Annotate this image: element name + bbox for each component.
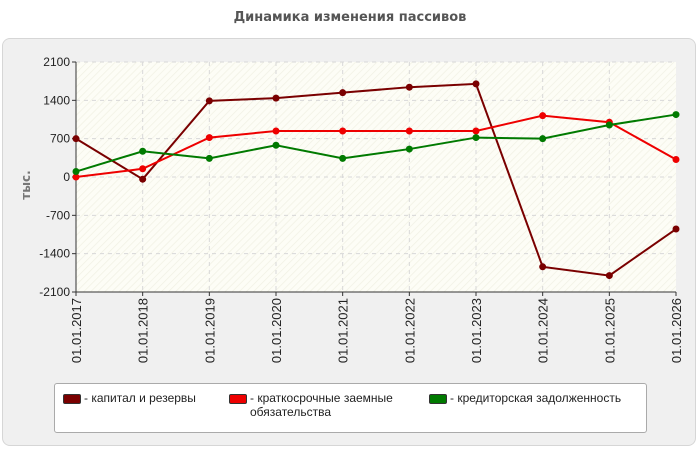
series-0-point [405, 83, 413, 91]
series-2-point [539, 135, 547, 143]
y-tick-label: 1400 [43, 93, 70, 107]
chart-title: Динамика изменения пассивов [233, 10, 467, 25]
series-0-point [672, 225, 680, 233]
series-0-point [605, 272, 613, 280]
series-1-point [539, 112, 547, 120]
x-tick-label: 01.01.2023 [469, 298, 484, 363]
legend-item-payables: - кредиторская задолженность [429, 391, 621, 405]
series-0-point [472, 80, 480, 88]
series-1-point [472, 127, 480, 135]
y-tick-label: -700 [46, 208, 70, 222]
y-axis-label: тыс. [19, 170, 33, 200]
series-0-point [205, 97, 213, 105]
y-tick-label: 2100 [43, 55, 70, 69]
series-1-point [72, 173, 80, 181]
series-0-point [72, 135, 80, 143]
legend-swatch-payables [429, 394, 447, 404]
x-tick-label: 01.01.2020 [269, 298, 284, 363]
series-2-point [472, 134, 480, 142]
series-1-point [139, 165, 147, 173]
series-line-1 [75, 114, 677, 178]
series-1-point [672, 155, 680, 163]
series-0-point [339, 89, 347, 97]
x-tick-label: 01.01.2024 [536, 298, 551, 363]
series-2-point [205, 154, 213, 162]
series-2-point [272, 141, 280, 149]
series-1-point [205, 134, 213, 142]
x-tick-label: 01.01.2019 [202, 298, 217, 363]
y-tick-label: 0 [63, 170, 70, 184]
series-2-point [72, 168, 80, 176]
series-line-2 [75, 113, 677, 173]
series-2-point [339, 154, 347, 162]
legend-label-capital: - капитал и резервы [84, 391, 196, 405]
series-2-point [605, 121, 613, 129]
x-tick-label: 01.01.2021 [336, 298, 351, 363]
series-0-point [139, 175, 147, 183]
y-tick-label: -2100 [39, 285, 70, 299]
series-2-point [139, 147, 147, 155]
legend-label-payables: - кредиторская задолженность [450, 391, 622, 405]
x-tick-label: 01.01.2022 [402, 298, 417, 363]
x-tick-label: 01.01.2026 [669, 298, 684, 363]
legend-item-capital: - капитал и резервы [63, 391, 196, 405]
legend: - капитал и резервы - краткосрочные заем… [54, 383, 647, 433]
series-2-point [405, 145, 413, 153]
y-tick-label: -1400 [39, 247, 70, 261]
series-2-point [672, 111, 680, 119]
legend-label-short-term-loans: - краткосрочные заемные обязательства [250, 391, 393, 419]
x-tick-label: 01.01.2025 [602, 298, 617, 363]
series-0-point [272, 94, 280, 102]
legend-swatch-short-term-loans [229, 394, 247, 404]
series-1-point [339, 127, 347, 135]
series-line-0 [75, 82, 677, 277]
series-1-point [272, 127, 280, 135]
series-0-point [539, 263, 547, 271]
x-tick-label: 01.01.2017 [69, 298, 84, 363]
series-1-point [405, 127, 413, 135]
x-tick-label: 01.01.2018 [136, 298, 151, 363]
legend-swatch-capital [63, 394, 81, 404]
y-tick-label: 700 [50, 132, 70, 146]
legend-item-short-term-loans: - краткосрочные заемные обязательства [229, 391, 393, 419]
